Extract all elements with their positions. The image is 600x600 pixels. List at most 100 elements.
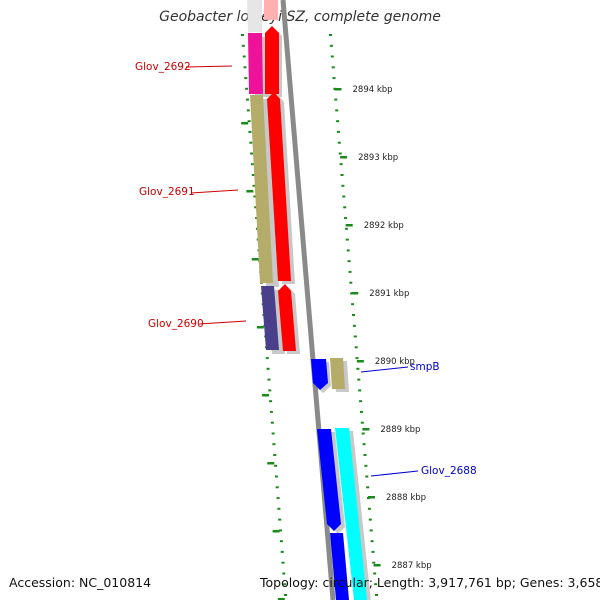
minor-tick-left xyxy=(280,550,284,553)
scale-ticks: 2894 kbp 2893 kbp 2892 kbp 2891 kbp 2890 kbp… xyxy=(241,85,432,600)
label-Glov_2688[interactable]: Glov_2688 xyxy=(421,465,477,477)
major-tick-2889 xyxy=(362,428,370,431)
tick-track-right xyxy=(329,34,378,596)
minor-tick-left xyxy=(246,98,249,101)
gene-red-middle[interactable] xyxy=(267,92,295,284)
minor-tick-right xyxy=(347,260,351,263)
gene-stub-gray xyxy=(247,0,262,32)
major-tick-2892 xyxy=(345,224,353,227)
leader-Glov_2692 xyxy=(185,65,233,68)
major-tick-2887 xyxy=(373,564,381,567)
minor-tick-right xyxy=(351,303,355,306)
minor-tick-left xyxy=(265,357,269,360)
minor-tick-right xyxy=(371,550,375,553)
scale-label-2888: 2888 kbp xyxy=(386,493,426,503)
minor-tick-right xyxy=(357,378,361,381)
minor-tick-left xyxy=(269,410,273,413)
minor-tick-right xyxy=(374,583,378,586)
minor-tick-right xyxy=(365,475,369,478)
minor-tick-left xyxy=(245,87,249,90)
minor-tick-right xyxy=(370,540,374,543)
gene-red-upper[interactable] xyxy=(265,26,282,97)
minor-tick-left xyxy=(269,400,273,403)
minor-tick-right xyxy=(368,518,372,521)
label-Glov_2690[interactable]: Glov_2690 xyxy=(148,318,204,330)
leader-smpB xyxy=(360,366,409,373)
gene-blue-small[interactable] xyxy=(311,359,331,393)
label-Glov_2691[interactable]: Glov_2691 xyxy=(139,186,195,198)
minor-tick-right xyxy=(364,464,368,467)
minor-tick-right xyxy=(335,109,339,112)
minor-tick-left xyxy=(241,34,244,36)
minor-tick-right xyxy=(375,594,378,596)
scale-label-2894: 2894 kbp xyxy=(353,85,393,95)
minor-tick-left xyxy=(274,475,278,478)
minor-tick-left xyxy=(243,66,247,69)
minor-tick-right xyxy=(360,421,364,424)
minor-tick-right xyxy=(343,206,347,209)
label-Glov_2692[interactable]: Glov_2692 xyxy=(135,61,191,73)
minor-tick-right xyxy=(359,400,363,403)
map-title: Geobacter lovleyi SZ, complete genome xyxy=(159,9,441,25)
minor-tick-left xyxy=(279,540,283,543)
leader-Glov_2690 xyxy=(198,320,247,325)
label-smpB[interactable]: smpB xyxy=(410,361,440,373)
gene-blue-large[interactable] xyxy=(317,429,349,600)
minor-tick-right xyxy=(340,174,344,176)
minor-tick-left xyxy=(282,572,286,575)
minor-tick-right xyxy=(346,249,350,252)
minor-tick-right xyxy=(373,572,377,575)
minor-tick-left xyxy=(268,389,272,392)
scale-label-2891: 2891 kbp xyxy=(369,289,409,299)
accession-text: Accession: NC_010814 xyxy=(9,575,152,590)
minor-tick-left xyxy=(246,109,250,112)
minor-tick-right xyxy=(341,184,345,187)
major-tick-left-2893 xyxy=(246,190,254,193)
minor-tick-left xyxy=(281,561,285,564)
minor-tick-right xyxy=(342,195,346,198)
minor-tick-right xyxy=(352,324,356,327)
scale-label-2887: 2887 kbp xyxy=(392,561,432,571)
minor-tick-right xyxy=(337,141,341,144)
minor-tick-left xyxy=(273,454,277,456)
gene-stub-red xyxy=(264,0,278,20)
minor-tick-left xyxy=(252,184,256,187)
major-tick-left-2889 xyxy=(267,462,275,465)
minor-tick-right xyxy=(354,346,358,349)
minor-tick-right xyxy=(336,120,340,123)
gene-Glov_2688[interactable] xyxy=(335,428,371,600)
major-tick-left-2894 xyxy=(241,122,249,125)
minor-tick-left xyxy=(271,432,275,435)
minor-tick-right xyxy=(331,66,335,69)
minor-tick-right xyxy=(345,238,349,241)
minor-tick-right xyxy=(344,227,348,230)
minor-tick-right xyxy=(362,443,366,446)
minor-tick-right xyxy=(363,454,367,456)
leader-Glov_2688 xyxy=(370,470,419,477)
minor-tick-right xyxy=(329,44,333,47)
minor-tick-left xyxy=(270,421,274,424)
scale-label-2893: 2893 kbp xyxy=(358,153,398,163)
minor-tick-left xyxy=(248,130,252,133)
minor-tick-right xyxy=(334,98,338,101)
gene-red-lower[interactable] xyxy=(278,284,300,354)
minor-tick-right xyxy=(366,486,370,489)
minor-tick-left xyxy=(241,44,245,47)
minor-tick-right xyxy=(337,130,340,133)
gene-smpB[interactable] xyxy=(330,358,349,392)
gene-Glov_2691[interactable] xyxy=(250,95,279,287)
minor-tick-left xyxy=(267,378,271,381)
major-tick-2893 xyxy=(340,156,348,159)
minor-tick-left xyxy=(254,206,258,209)
minor-tick-left xyxy=(276,497,280,500)
minor-tick-left xyxy=(278,518,282,521)
minor-tick-right xyxy=(329,34,332,36)
minor-tick-left xyxy=(266,367,270,370)
major-tick-2891 xyxy=(351,292,359,295)
topology-text: Topology: circular; Length: 3,917,761 bp… xyxy=(260,575,600,590)
minor-tick-right xyxy=(349,281,353,284)
minor-tick-left xyxy=(251,174,255,176)
minor-tick-right xyxy=(352,314,355,316)
major-tick-left-2890 xyxy=(262,394,270,397)
